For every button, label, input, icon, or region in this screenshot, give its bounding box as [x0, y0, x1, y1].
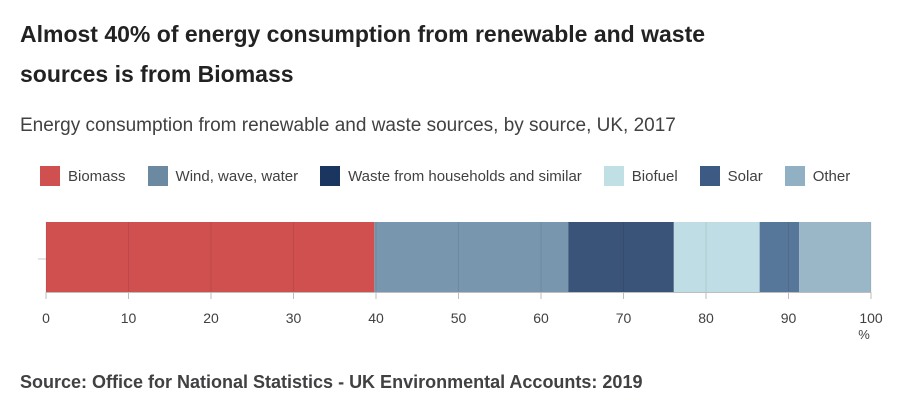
- x-tick-label: 10: [121, 310, 137, 326]
- legend-swatch: [320, 166, 341, 186]
- x-tick-label: 90: [781, 310, 797, 326]
- x-tick-label: 40: [368, 310, 384, 326]
- x-tick-label: 80: [698, 310, 714, 326]
- x-tick-label: 0: [42, 310, 50, 326]
- x-tick-label: 20: [203, 310, 219, 326]
- stacked-bar-chart: 0 10 20 30 40 50 60 70 80 90 100%: [38, 222, 883, 342]
- legend-item-waste-from-households-and-similar: Waste from households and similar: [320, 166, 582, 186]
- legend-swatch: [699, 166, 720, 186]
- legend-label: Other: [812, 167, 851, 185]
- legend-swatch: [147, 166, 168, 186]
- chart-subtitle: Energy consumption from renewable and wa…: [20, 115, 676, 136]
- x-tick-label: 60: [533, 310, 549, 326]
- legend-swatch: [603, 166, 624, 186]
- x-tick-label: 30: [286, 310, 302, 326]
- bar-segment-solar[interactable]: [759, 222, 800, 292]
- bar-segment-other[interactable]: [799, 222, 871, 292]
- chart-title: Almost 40% of energy consumption from re…: [20, 21, 706, 87]
- legend-item-biomass: Biomass: [40, 166, 126, 186]
- bar-segment-biofuel[interactable]: [673, 222, 760, 292]
- x-axis-unit-label: %: [858, 327, 870, 342]
- bar-segment-biomass[interactable]: [46, 222, 375, 292]
- legend-label: Wind, wave, water: [175, 167, 299, 185]
- bar-segment-wind-wave-water[interactable]: [374, 222, 569, 292]
- legend-item-other: Other: [784, 166, 851, 186]
- legend-label: Biofuel: [631, 167, 678, 185]
- bar-segment-waste-from-households-and-similar[interactable]: [568, 222, 674, 292]
- x-tick-label: 70: [616, 310, 632, 326]
- legend-swatch: [40, 166, 60, 186]
- chart-legend: Biomass Wind, wave, water Waste from house…: [40, 166, 890, 186]
- legend-item-solar: Solar: [699, 166, 763, 186]
- legend-label: Biomass: [68, 167, 126, 185]
- legend-label: Solar: [727, 167, 763, 185]
- source-note: Source: Office for National Statistics -…: [20, 372, 643, 392]
- x-tick-label: 50: [451, 310, 467, 326]
- legend-item-wind-wave-water: Wind, wave, water: [147, 166, 299, 186]
- legend-swatch: [784, 166, 805, 186]
- x-tick-label: 100: [859, 310, 883, 326]
- legend-label: Waste from households and similar: [348, 167, 582, 185]
- legend-item-biofuel: Biofuel: [603, 166, 678, 186]
